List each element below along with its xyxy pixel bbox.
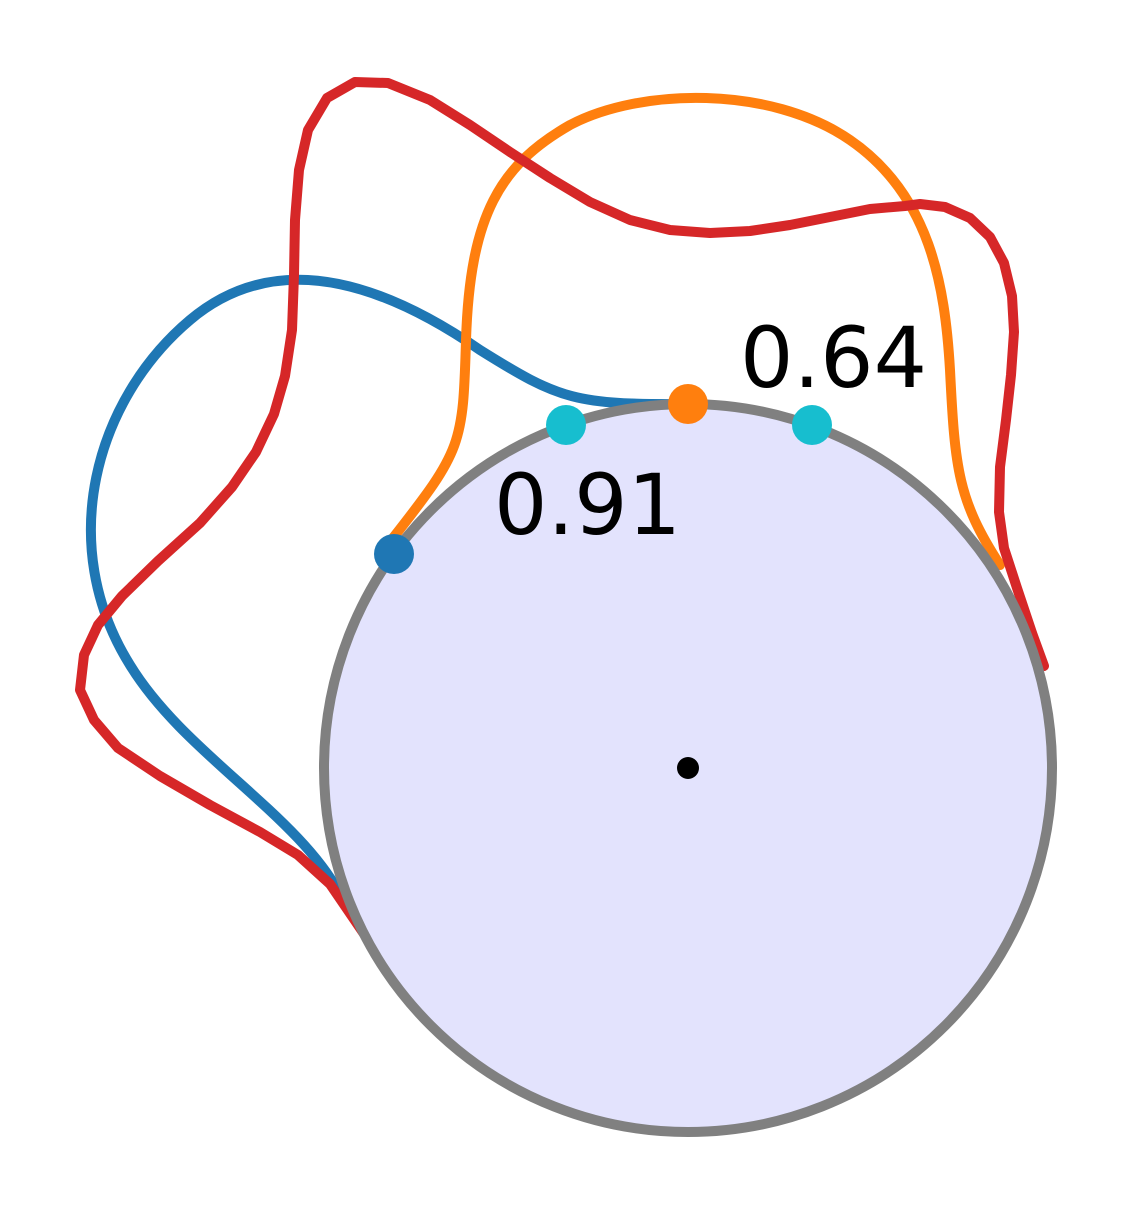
cyan-marker-left bbox=[546, 405, 586, 445]
cyan-marker-right bbox=[792, 405, 832, 445]
orange-marker bbox=[668, 384, 708, 424]
value-label-left: 0.91 bbox=[494, 456, 681, 554]
value-label-right: 0.64 bbox=[740, 309, 927, 407]
center-dot bbox=[677, 757, 699, 779]
blue-marker bbox=[374, 534, 414, 574]
